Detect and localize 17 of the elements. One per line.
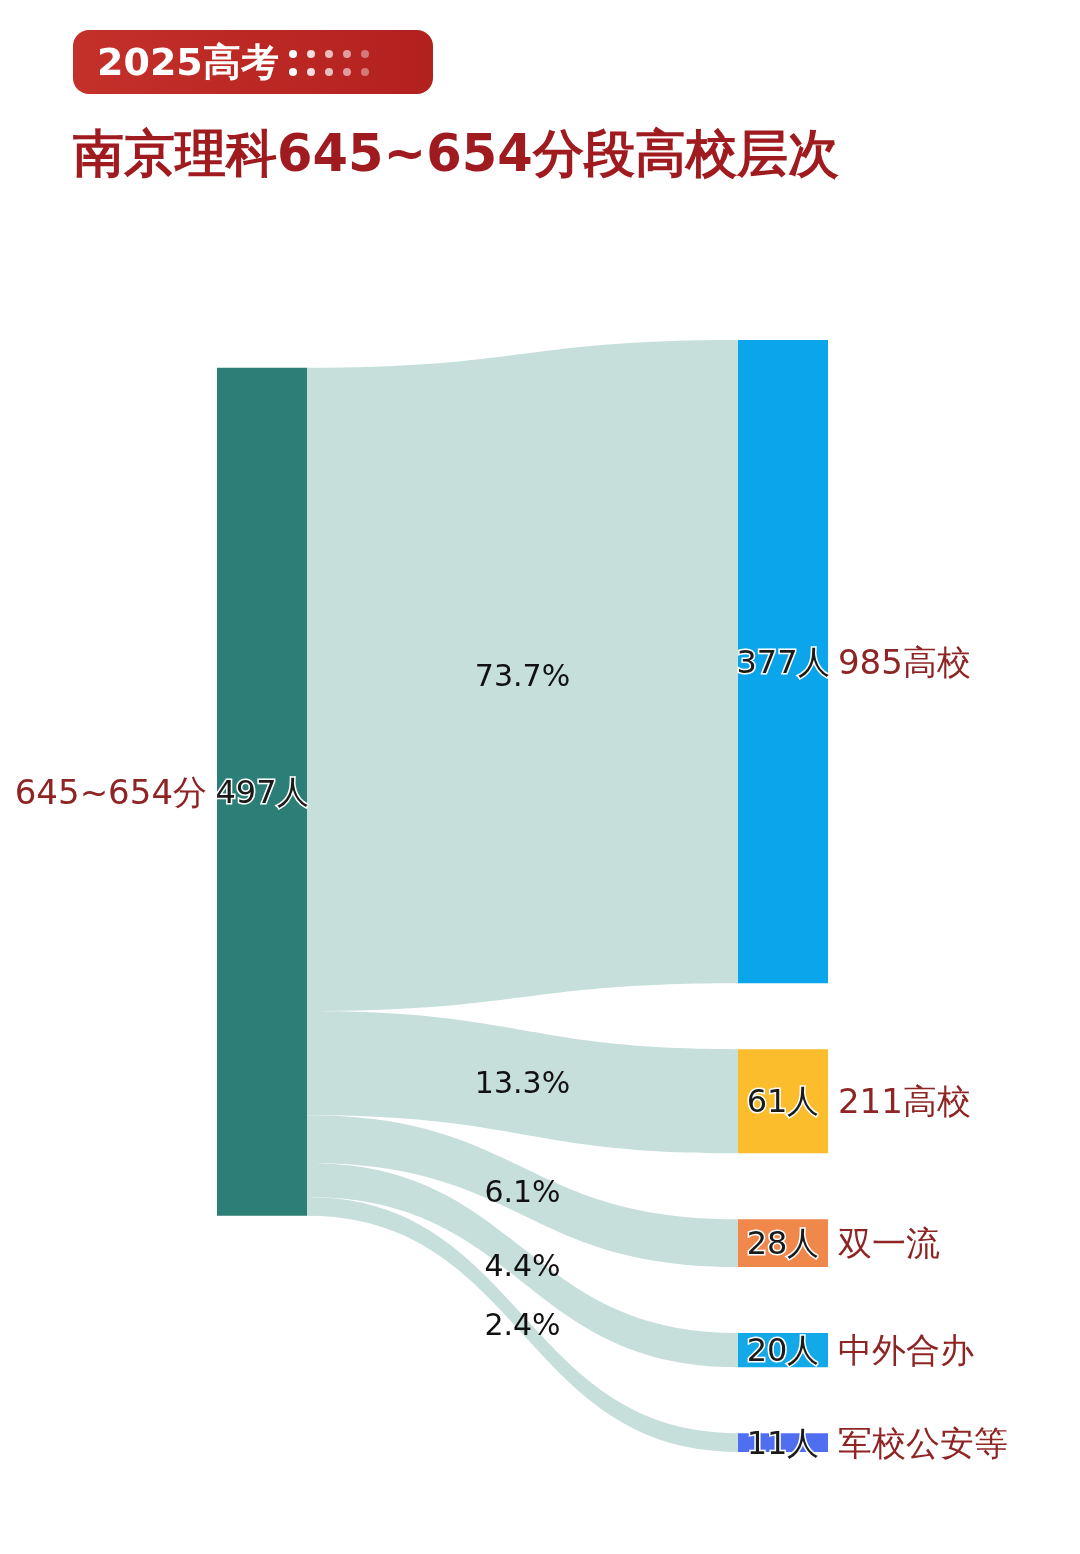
text: 2025高考 [97, 39, 279, 85]
data-label: 13.3% [474, 1064, 571, 1100]
category-label: 985高校 [837, 641, 971, 682]
data-label: 73.7% [474, 658, 571, 694]
text: 南京理科645~654分段高校层次 [73, 123, 839, 185]
category-label: 双一流 [838, 1223, 940, 1264]
data-label: 61人 [746, 1082, 820, 1121]
category-label: 军校公安等 [838, 1422, 1008, 1463]
category-label: 中外合办 [838, 1330, 974, 1371]
category-label: 645~654分 [14, 771, 207, 812]
data-label: 6.1% [484, 1173, 561, 1209]
data-label: 11人 [746, 1423, 820, 1462]
category-label: 211高校 [837, 1081, 971, 1122]
data-label: 4.4% [484, 1247, 561, 1283]
data-label: 28人 [746, 1224, 820, 1263]
data-label: 2.4% [484, 1307, 561, 1343]
data-label: 20人 [746, 1331, 820, 1370]
